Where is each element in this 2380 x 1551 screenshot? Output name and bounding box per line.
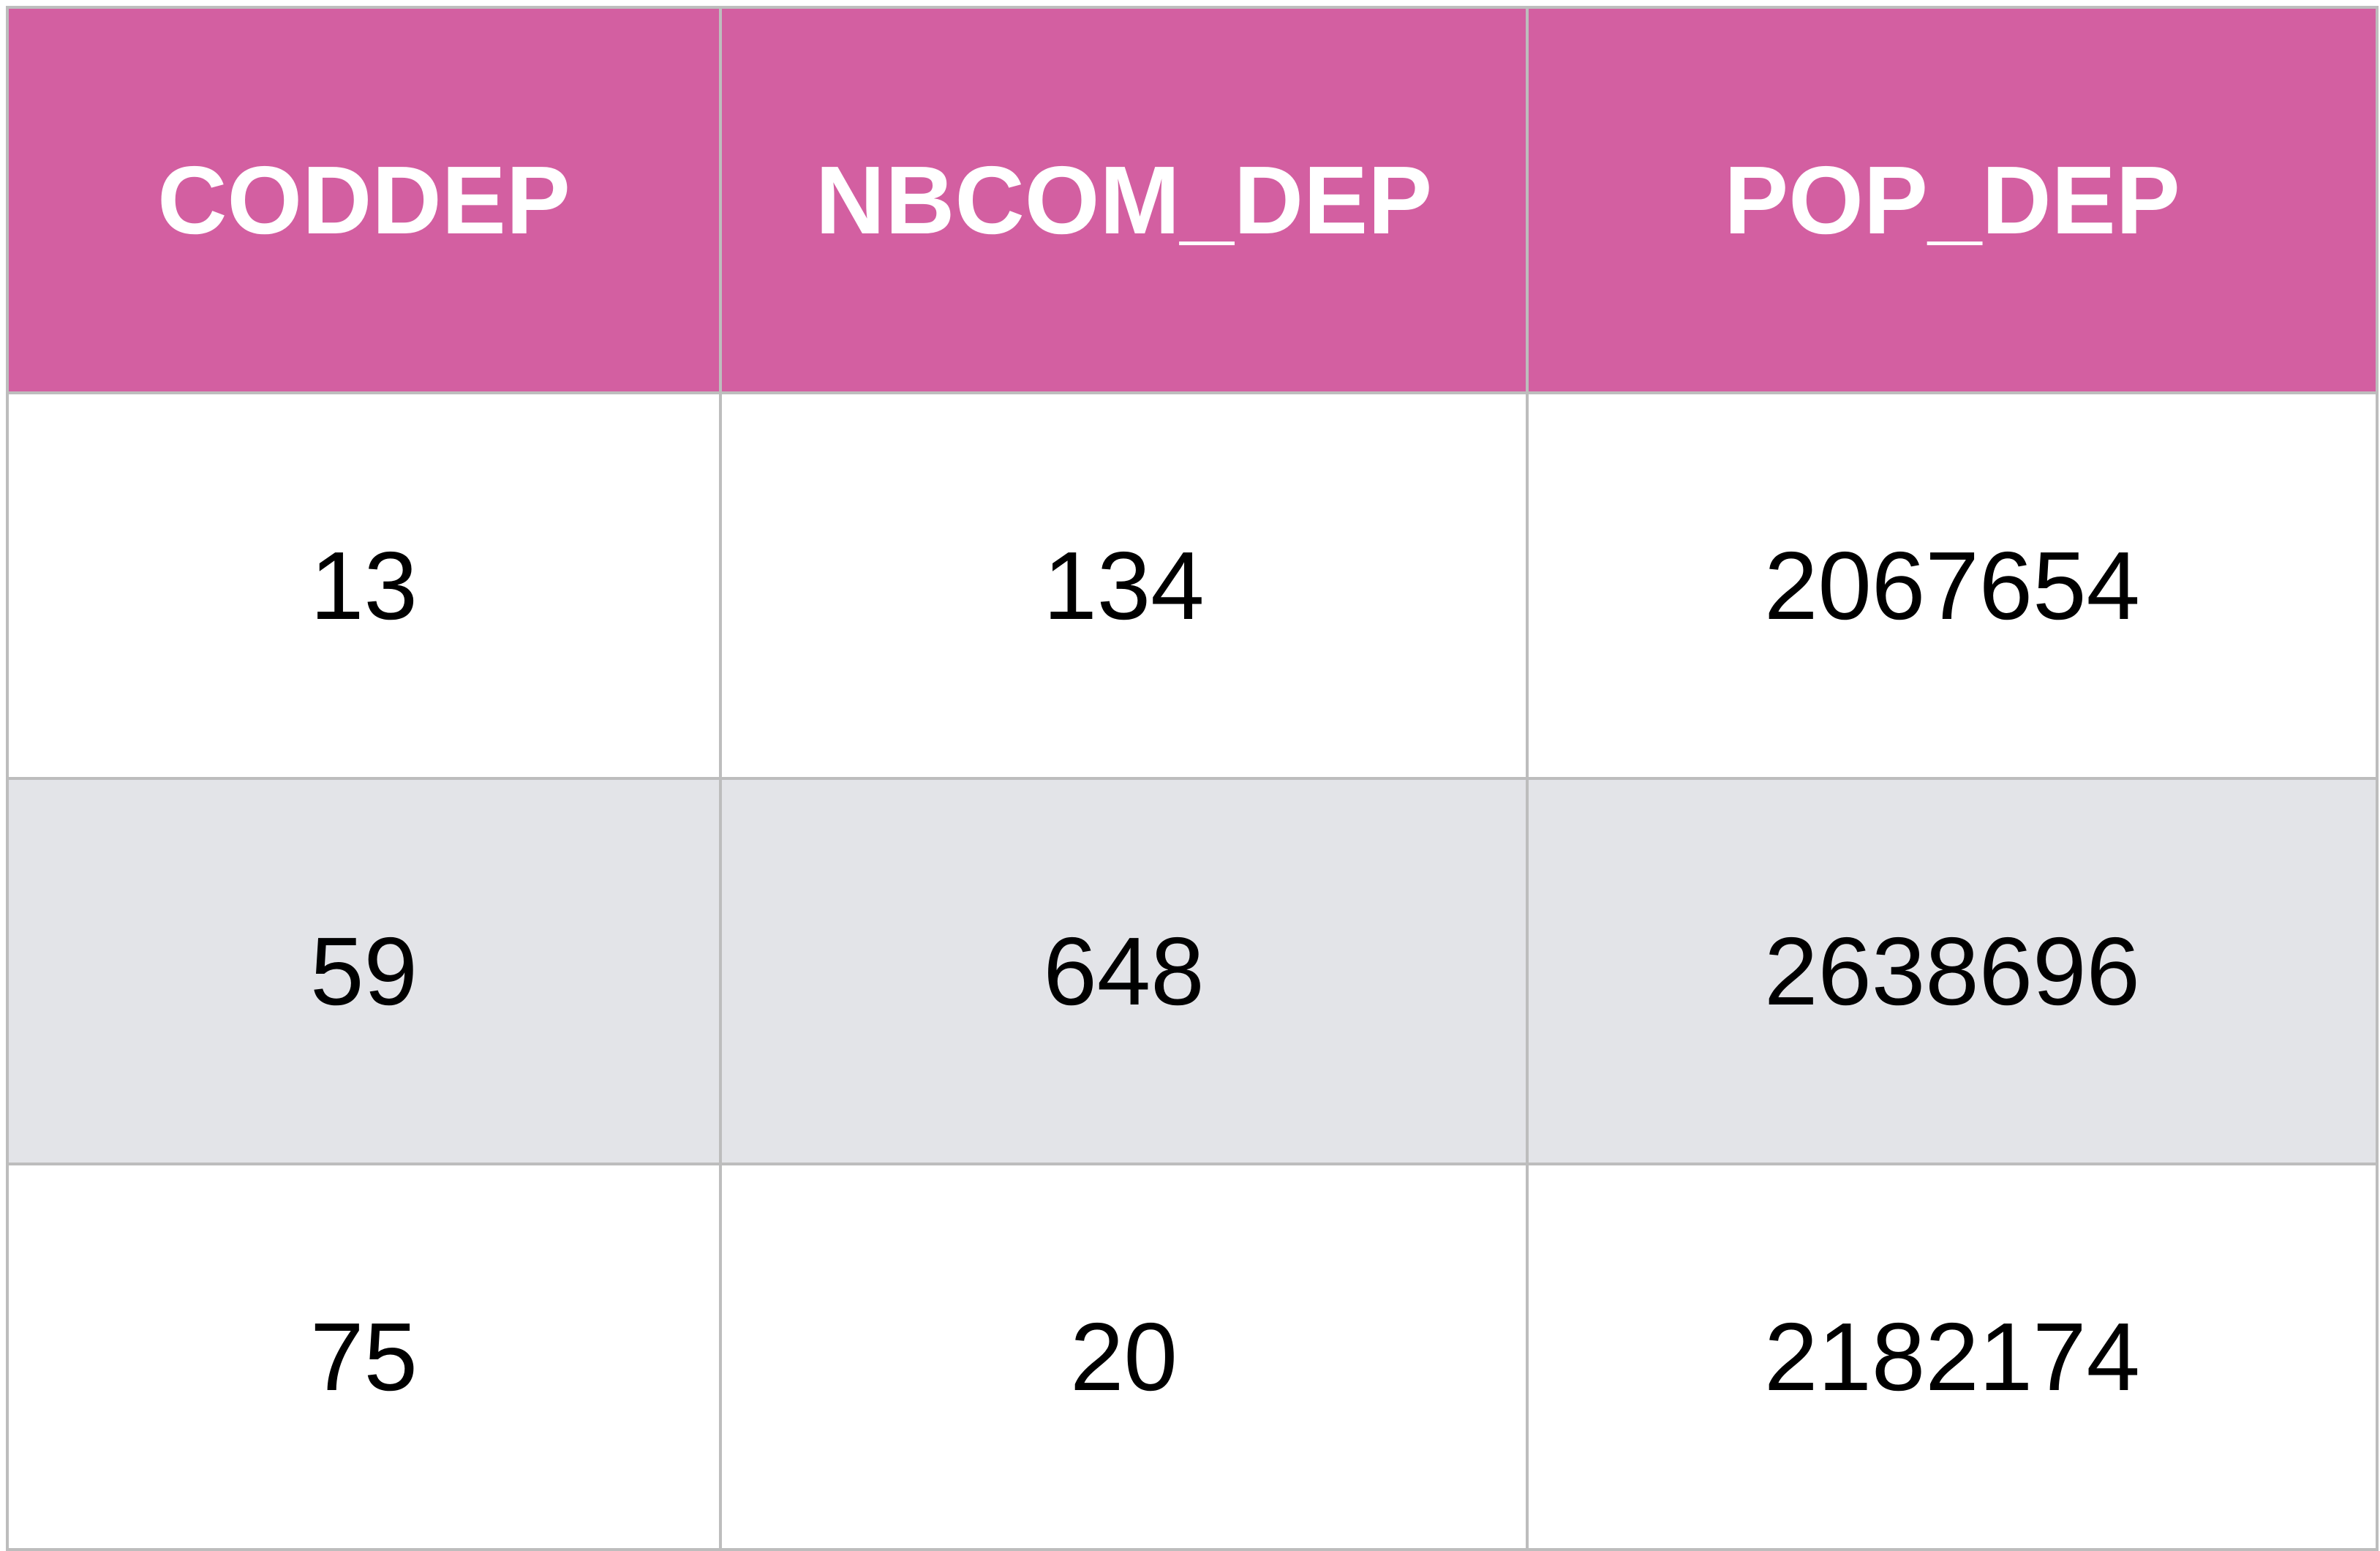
column-header-nbcom-dep[interactable]: NBCOM_DEP [719,6,1529,394]
cell-coddep: 13 [6,391,722,780]
table-row: 59 648 2638696 [6,777,2379,1165]
table-header-row: CODDEP NBCOM_DEP POP_DEP [6,6,2379,394]
cell-coddep: 59 [6,777,722,1165]
column-header-pop-dep[interactable]: POP_DEP [1526,6,2379,394]
column-header-coddep[interactable]: CODDEP [6,6,722,394]
table-row: 75 20 2182174 [6,1163,2379,1551]
data-table-container: CODDEP NBCOM_DEP POP_DEP 13 134 2067654 … [6,6,2379,1551]
table-row: 13 134 2067654 [6,391,2379,780]
cell-nbcom-dep: 648 [719,777,1529,1165]
cell-coddep: 75 [6,1163,722,1551]
cell-nbcom-dep: 20 [719,1163,1529,1551]
data-table: CODDEP NBCOM_DEP POP_DEP 13 134 2067654 … [6,6,2379,1551]
cell-nbcom-dep: 134 [719,391,1529,780]
cell-pop-dep: 2067654 [1526,391,2379,780]
cell-pop-dep: 2638696 [1526,777,2379,1165]
cell-pop-dep: 2182174 [1526,1163,2379,1551]
